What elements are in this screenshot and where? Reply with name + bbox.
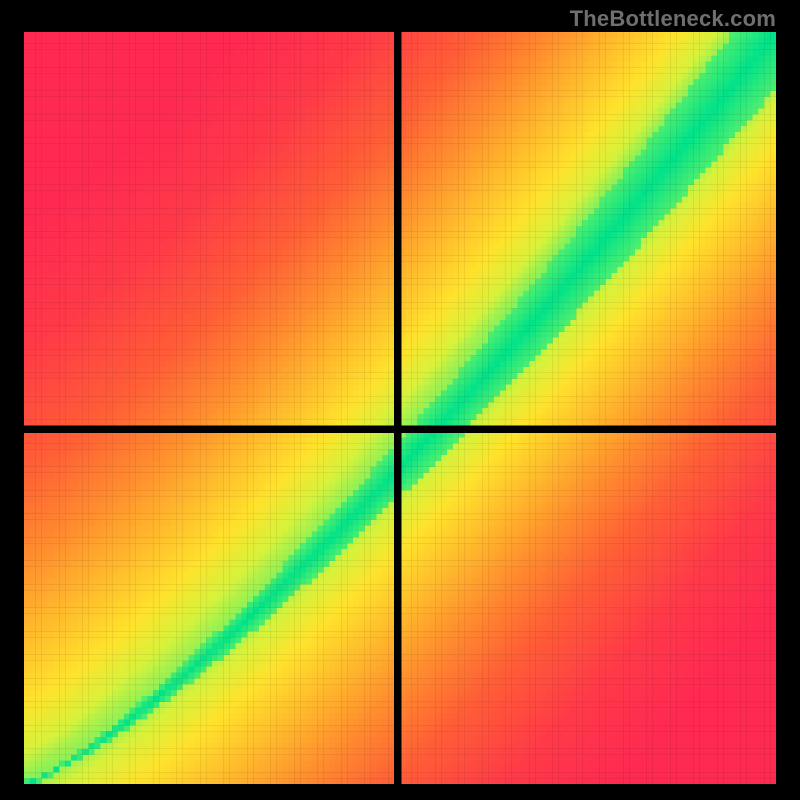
heatmap-plot (24, 32, 776, 784)
chart-container: TheBottleneck.com (0, 0, 800, 800)
crosshair-marker (393, 424, 403, 434)
watermark-text: TheBottleneck.com (570, 6, 776, 32)
